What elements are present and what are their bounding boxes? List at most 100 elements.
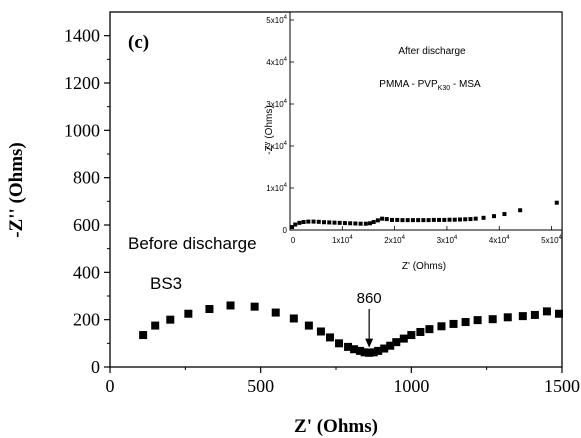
- inset-x-tick-mantissa: 2x10: [384, 236, 402, 245]
- inset-data-point: [421, 218, 426, 223]
- inset-y-tick-label: 2x104: [266, 141, 287, 151]
- main-data-point: [503, 313, 512, 322]
- inset-data-point: [554, 200, 559, 205]
- inset-data-point: [380, 216, 385, 221]
- main-y-tick-label: 1200: [64, 73, 100, 93]
- main-data-point: [488, 315, 497, 324]
- inset-data-point: [311, 219, 316, 224]
- inset-data-point: [416, 218, 421, 223]
- main-x-axis-label: Z' (Ohms): [294, 416, 378, 437]
- inset-plot-frame: [289, 11, 563, 231]
- inset-data-point: [368, 221, 373, 226]
- main-y-tick-label: 400: [73, 262, 100, 282]
- main-data-point: [437, 322, 446, 331]
- main-data-point: [449, 319, 458, 328]
- inset-title: After discharge: [398, 46, 466, 57]
- inset-data-point: [458, 217, 462, 222]
- main-data-point: [344, 342, 353, 351]
- inset-x-tick-label: 1x104: [332, 235, 353, 245]
- main-x-tick-label: 1500: [544, 376, 580, 396]
- inset-data-point: [518, 208, 523, 213]
- main-data-point: [271, 308, 280, 317]
- inset-y-tick-exponent: 4: [284, 15, 288, 21]
- inset-x-axis-label: Z' (Ohms): [402, 261, 446, 272]
- main-data-point: [151, 321, 160, 330]
- inset-sample-sub: K30: [438, 85, 451, 92]
- inset-data-point: [473, 216, 478, 221]
- main-data-point: [205, 305, 214, 314]
- inset-data-point: [327, 220, 332, 225]
- main-data-point: [461, 318, 470, 327]
- inset-x-tick-label: 2x104: [384, 235, 405, 245]
- inset-data-point: [348, 221, 353, 226]
- inset-x-tick-mantissa: 5x10: [541, 236, 559, 245]
- main-data-point: [530, 310, 539, 319]
- inset-data-point: [371, 220, 376, 225]
- inset-sample-end: - MSA: [450, 79, 481, 90]
- main-y-tick-label: 1400: [64, 26, 100, 46]
- inset-x-tick-exponent: 4: [559, 235, 563, 241]
- inset-x-tick-label: 5x104: [541, 235, 562, 245]
- inset-data-point: [322, 220, 326, 225]
- main-data-point: [316, 327, 325, 336]
- inset-sample-label: PMMA - PVPK30 - MSA: [379, 79, 481, 92]
- inset-data-point: [452, 217, 457, 222]
- inset-ticks: [289, 19, 552, 231]
- inset-x-tick-mantissa: 1x10: [332, 236, 350, 245]
- main-y-tick-label: 800: [73, 168, 100, 188]
- main-data-point: [184, 309, 193, 318]
- main-y-tick-label: 600: [73, 215, 100, 235]
- inset-y-tick-exponent: 4: [284, 57, 288, 63]
- main-data-point: [139, 331, 148, 340]
- inset-tick-labels: 0 1x104 2x104 3x104 4x104 5x10401x1042x1043x1…: [266, 15, 562, 245]
- inset-x-tick-label: 0: [291, 236, 296, 245]
- main-y-axis-label: -Z'' (Ohms): [6, 142, 27, 238]
- inset-y-tick-label: 1x104: [266, 183, 287, 193]
- inset-data-point: [337, 220, 342, 225]
- main-y-tick-label: 200: [73, 310, 100, 330]
- inset-data-point: [293, 222, 298, 227]
- inset-y-tick-label: 4x104: [266, 57, 287, 67]
- main-data-point: [304, 321, 313, 330]
- inset-y-tick-mantissa: 5x10: [266, 16, 284, 25]
- inset-data-point: [492, 214, 496, 219]
- panel-label: (c): [128, 32, 149, 53]
- inset-data-point: [447, 217, 452, 222]
- main-data-point: [289, 314, 298, 323]
- inset-y-tick-label: 0: [283, 226, 288, 235]
- inset-x-tick-exponent: 4: [402, 235, 406, 241]
- inset-data-point: [437, 217, 442, 222]
- main-data-point: [369, 348, 378, 357]
- minimum-annotation: 860: [357, 290, 382, 348]
- main-data-point: [166, 315, 175, 324]
- inset-y-axis-label: -Z'' (Ohms): [264, 105, 275, 154]
- inset-data-point: [332, 220, 337, 225]
- inset-y-tick-exponent: 4: [284, 141, 288, 147]
- inset-y-tick-mantissa: 4x10: [266, 58, 284, 67]
- inset-y-tick-exponent: 4: [284, 99, 288, 105]
- inset-data-point: [306, 219, 311, 224]
- inset-y-tick-label: 5x104: [266, 15, 287, 25]
- inset-data-point: [297, 220, 302, 225]
- inset-x-tick-mantissa: 3x10: [437, 236, 455, 245]
- main-ticks: [104, 35, 563, 373]
- main-data-point: [518, 312, 527, 321]
- minimum-value-label: 860: [357, 290, 382, 307]
- inset-data-point: [481, 215, 486, 220]
- inset-sample-main: PMMA - PVP: [379, 79, 438, 90]
- inset-data-point: [400, 218, 405, 223]
- main-x-tick-label: 500: [247, 376, 274, 396]
- main-data-point: [473, 316, 482, 325]
- inset-x-tick-exponent: 4: [454, 235, 458, 241]
- inset-data-point: [375, 218, 380, 223]
- inset-x-tick-mantissa: 4x10: [489, 236, 507, 245]
- main-data-point: [360, 348, 369, 357]
- inset-data-point: [353, 221, 358, 226]
- inset-data-point: [358, 221, 363, 226]
- inset-data-point: [405, 218, 410, 223]
- main-data-point: [356, 346, 365, 355]
- inset-data-point: [301, 220, 306, 225]
- main-data-point: [416, 327, 425, 336]
